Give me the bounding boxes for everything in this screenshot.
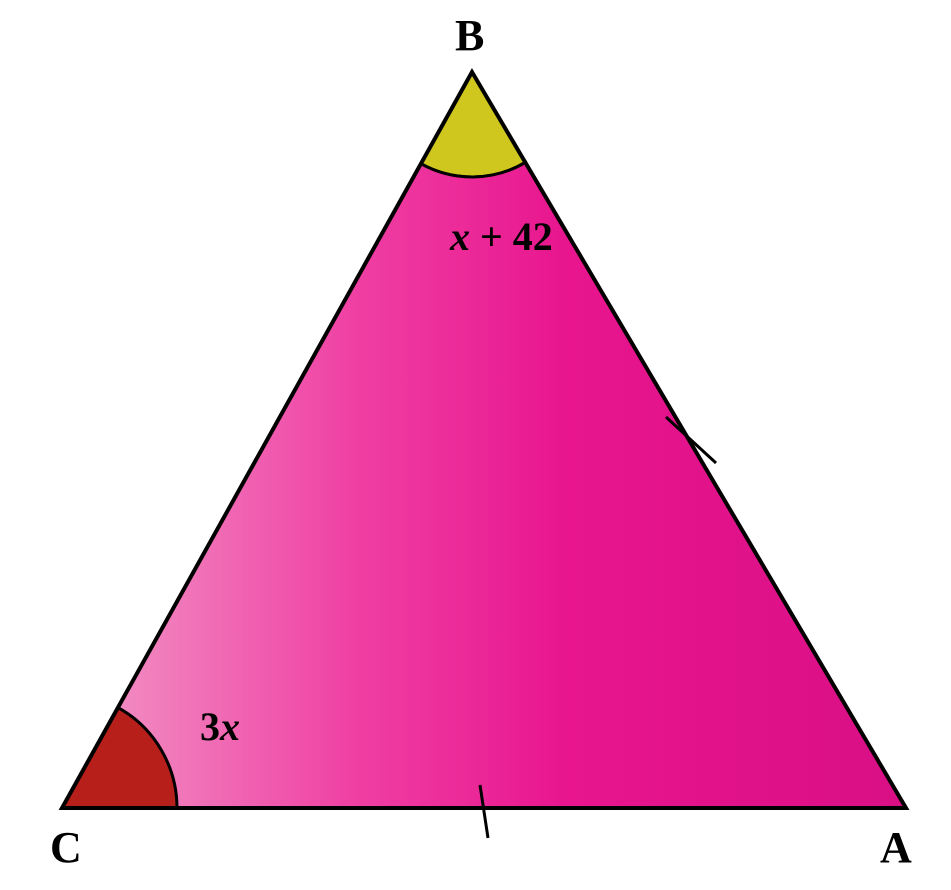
angle-b-sector <box>421 72 525 177</box>
triangle-fill <box>62 162 906 808</box>
vertex-label-c: C <box>50 823 82 872</box>
angle-b-label: x + 42 <box>449 214 553 259</box>
vertex-label-a: A <box>880 823 912 872</box>
vertex-label-b: B <box>455 11 484 60</box>
angle-c-label: 3x <box>200 704 240 749</box>
